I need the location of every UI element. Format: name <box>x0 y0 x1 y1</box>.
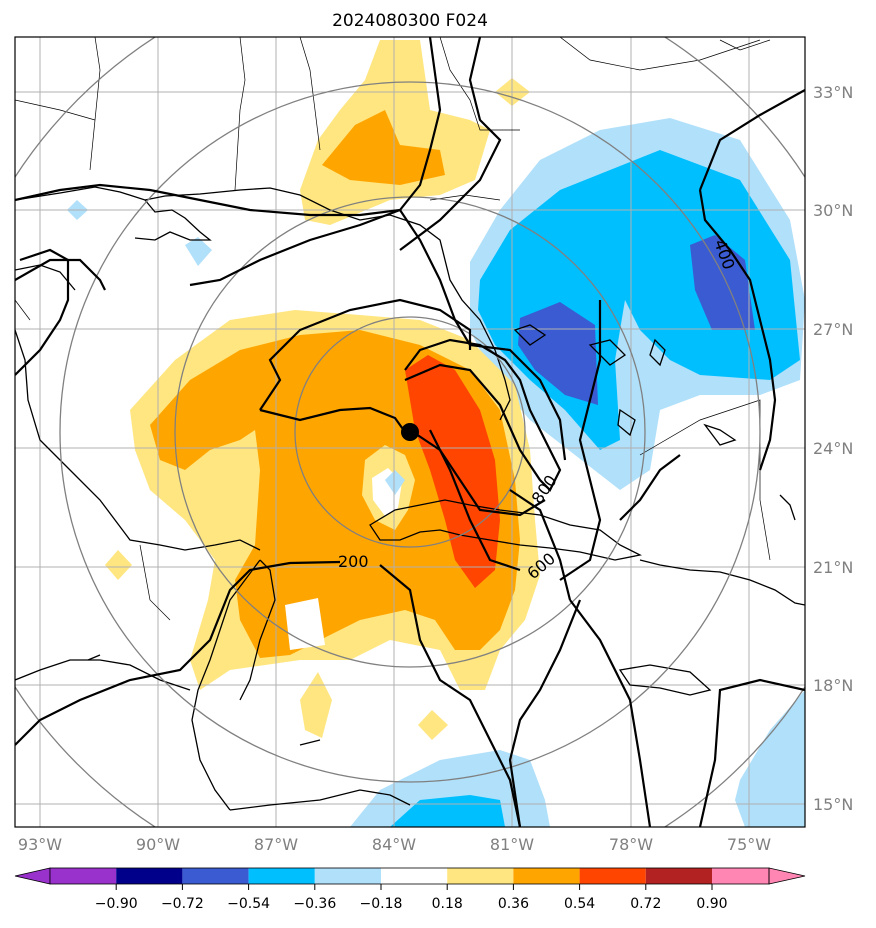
colorbar-tick-label: 0.36 <box>498 896 529 912</box>
lon-label: 84°W <box>372 835 416 854</box>
colorbar-segment <box>381 868 448 884</box>
colorbar-segment <box>447 868 514 884</box>
colorbar-tick-label: −0.36 <box>293 896 336 912</box>
lat-label: 27°N <box>813 320 853 339</box>
map-title: 2024080300 F024 <box>332 11 488 31</box>
colorbar-tick-label: 0.72 <box>630 896 661 912</box>
colorbar-segment <box>314 868 381 884</box>
lon-label: 75°W <box>727 835 771 854</box>
colorbar-segment <box>248 868 315 884</box>
colorbar-extend-low <box>14 867 51 885</box>
colorbar-segment <box>579 868 646 884</box>
lon-label: 90°W <box>136 835 180 854</box>
colorbar-segment <box>712 868 769 884</box>
map-frame <box>14 36 806 828</box>
contour-label-200: 200 <box>338 552 369 571</box>
lon-label: 93°W <box>18 835 62 854</box>
state-boundaries <box>15 37 771 621</box>
colorbar-tick-label: 0.18 <box>432 896 463 912</box>
lat-label: 24°N <box>813 439 853 458</box>
lon-label: 78°W <box>609 835 653 854</box>
colorbar-segment <box>50 868 117 884</box>
colorbar-segment <box>182 868 249 884</box>
colorbar-tick-label: −0.54 <box>227 896 270 912</box>
colorbar-segment <box>513 868 580 884</box>
colorbar-tick-label: 0.90 <box>696 896 727 912</box>
latitude-labels: 33°N 30°N 27°N 24°N 21°N 18°N 15°N <box>813 83 853 814</box>
colorbar-segment <box>645 868 712 884</box>
colorbar: −0.90 −0.72 −0.54 −0.36 −0.18 0.18 0.36 … <box>14 867 806 912</box>
colorbar-tick-label: −0.72 <box>161 896 204 912</box>
colorbar-segment <box>116 868 183 884</box>
lon-label: 81°W <box>490 835 534 854</box>
lat-label: 18°N <box>813 676 853 695</box>
storm-center-marker <box>401 423 419 441</box>
colorbar-tick-label: −0.90 <box>95 896 138 912</box>
colorbar-tick-label: 0.54 <box>564 896 595 912</box>
map-area: 200 400 600 800 <box>15 37 805 827</box>
colorbar-extend-high <box>768 867 806 885</box>
lat-label: 15°N <box>813 795 853 814</box>
lat-label: 33°N <box>813 83 853 102</box>
longitude-labels: 93°W 90°W 87°W 84°W 81°W 78°W 75°W <box>18 835 771 854</box>
negative-anomaly-field <box>67 118 805 827</box>
lon-label: 87°W <box>254 835 298 854</box>
contours <box>15 37 805 827</box>
lat-label: 21°N <box>813 558 853 577</box>
colorbar-tick-label: −0.18 <box>360 896 403 912</box>
lat-label: 30°N <box>813 201 853 220</box>
